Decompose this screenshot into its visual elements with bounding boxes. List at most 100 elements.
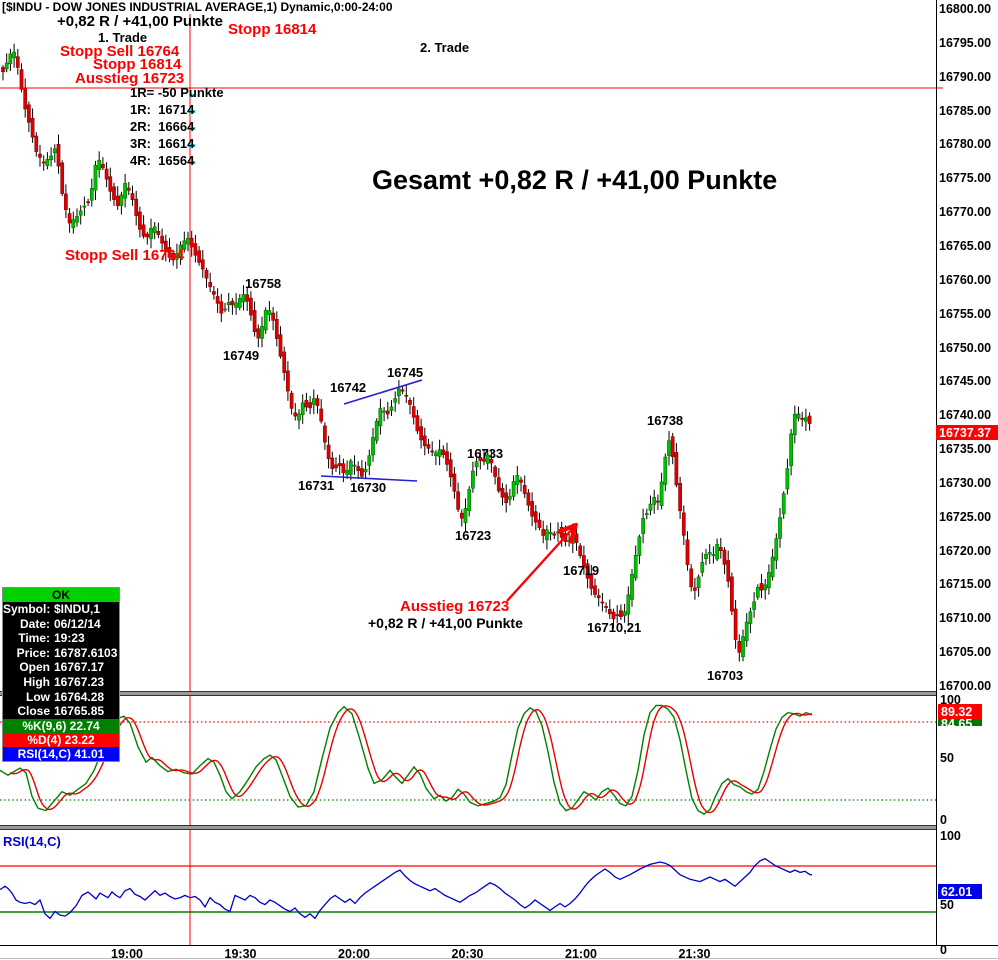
chart-annotation: 1R= -50 Punkte [130, 85, 224, 100]
indicator-tick-label: 100 [940, 693, 961, 707]
candles-layer [1, 43, 812, 662]
price-tick-label: 16735.00 [939, 442, 992, 457]
price-tick-label: 16710.00 [939, 611, 992, 626]
data-window-field-label: Symbol: [3, 602, 51, 616]
chart-annotation: 1. Trade [98, 30, 148, 45]
last-price-flag: 16737.37 [936, 425, 998, 440]
data-window-row: Close 16765.85 [3, 704, 119, 719]
chart-annotation: +0,82 R / +41,00 Punkte [368, 615, 523, 631]
price-callout: 16742 [330, 380, 367, 395]
indicator-tick-label: 50 [940, 898, 954, 912]
time-tick-label: 20:30 [451, 947, 484, 960]
data-window-field-label: Close [17, 704, 50, 719]
stoch-k-flag: 84.65 [938, 717, 982, 726]
price-tick-label: 16765.00 [939, 238, 992, 253]
data-window-ok-button[interactable]: OK [3, 588, 119, 602]
chart-annotation: Gesamt +0,82 R / +41,00 Punkte [372, 165, 778, 195]
price-callout: 16745 [387, 365, 424, 380]
price-callout: 16719 [563, 563, 600, 578]
data-window-field-label: Open [19, 660, 50, 675]
data-window-field-label: Low [26, 689, 50, 704]
price-tick-label: 16795.00 [939, 35, 992, 50]
exit-arrow [506, 527, 574, 602]
chart-annotation: 2R: 16664 [130, 119, 195, 134]
price-tick-label: 16770.00 [939, 205, 992, 220]
price-tick-label: 16775.00 [939, 171, 992, 186]
price-tick-label: 16800.00 [939, 2, 992, 16]
price-tick-label: 16750.00 [939, 340, 992, 355]
price-callout: 16749 [223, 348, 260, 363]
chart-annotation: Stopp Sell 16764 [65, 247, 185, 264]
price-tick-label: 16705.00 [939, 645, 992, 660]
price-tick-label: 16720.00 [939, 543, 992, 558]
stoch-d-line [9, 705, 813, 814]
chart-annotation: 2. Trade [420, 40, 470, 55]
data-window-indicator-row: %D(4) 23.22 [3, 732, 119, 747]
window-bottom-edge [0, 958, 998, 959]
data-window-field-value: 19:23 [54, 631, 85, 646]
chart-annotation: Ausstieg 16723 [400, 598, 510, 615]
data-window-field-label: High [23, 674, 50, 689]
indicator-tick-label: 0 [940, 943, 947, 957]
time-tick-label: 20:00 [338, 947, 370, 960]
time-tick-label: 21:30 [678, 947, 711, 960]
time-tick-label: 19:30 [224, 947, 257, 960]
time-tick-label: 21:00 [565, 947, 597, 960]
price-callout: 16723 [455, 528, 492, 543]
rsi-line [0, 857, 812, 920]
time-axis-border [0, 945, 998, 946]
panel-separator[interactable] [0, 825, 937, 830]
data-window-row: Low 16764.28 [3, 690, 119, 705]
data-window-field-label: Date: [19, 616, 50, 631]
data-window-field-value: 16787.6103 [54, 645, 118, 660]
price-tick-label: 16745.00 [939, 374, 992, 389]
data-window-field-value: 16767.23 [54, 674, 105, 689]
data-window-row: Time: 19:23 [3, 631, 119, 646]
chart-annotation: Stopp 16814 [93, 56, 182, 73]
data-window-row: Open 16767.17 [3, 660, 119, 675]
chart-annotation: Stopp 16814 [228, 21, 317, 38]
price-tick-label: 16790.00 [939, 69, 992, 84]
stoch-k-line [0, 704, 813, 815]
price-axis-border [936, 0, 937, 945]
indicator-tick-label: 0 [940, 813, 947, 827]
data-window-row: Price: 16787.6103 [3, 646, 119, 661]
price-tick-label: 16780.00 [939, 137, 992, 152]
data-window-row: Date: 06/12/14 [3, 617, 119, 632]
price-tick-label: 16755.00 [939, 306, 992, 321]
price-callout: 16731 [298, 478, 335, 493]
price-tick-label: 16730.00 [939, 475, 992, 490]
price-tick-label: 16725.00 [939, 509, 992, 524]
rsi-value-flag: 62.01 [938, 884, 982, 899]
data-window-field-value: 16767.17 [54, 660, 105, 675]
price-callout: 16733 [467, 446, 504, 461]
indicator-tick-label: 50 [940, 751, 954, 765]
data-window-indicator-row: %K(9,6) 22.74 [3, 718, 119, 733]
price-callout: 16730 [350, 480, 387, 495]
chart-annotation: 4R: 16564 [130, 153, 195, 168]
chart-annotation: Stopp Sell 16764 [60, 43, 180, 60]
data-window: OK Symbol: $INDU,1 Date: 06/12/14 Time: 19:23… [2, 587, 120, 762]
trendline[interactable] [343, 379, 423, 405]
panel-separator[interactable] [0, 691, 937, 696]
data-window-field-value: 16765.85 [54, 704, 105, 719]
price-tick-label: 16740.00 [939, 408, 992, 423]
rsi-indicator-label: RSI(14,C) [3, 834, 61, 849]
price-callout: 16710,21 [587, 620, 642, 635]
chart-annotation: 3R: 16614 [130, 136, 195, 151]
data-window-field-label: Time: [18, 631, 50, 646]
price-tick-label: 16700.00 [939, 679, 992, 693]
data-window-indicator-row: RSI(14,C) 41.01 [3, 746, 119, 761]
data-window-field-value: 16764.28 [54, 689, 105, 704]
chart-title-bar: [$INDU - DOW JONES INDUSTRIAL AVERAGE,1)… [2, 0, 393, 14]
time-tick-label: 19:00 [111, 947, 143, 960]
price-callout: 16703 [707, 668, 744, 683]
data-window-field-label: Price: [16, 645, 50, 660]
indicator-tick-label: 100 [940, 829, 961, 843]
price-tick-label: 16715.00 [939, 577, 992, 592]
chart-annotation: Ausstieg 16723 [75, 70, 185, 87]
trendline[interactable] [320, 475, 418, 482]
price-tick-label: 16785.00 [939, 103, 992, 118]
